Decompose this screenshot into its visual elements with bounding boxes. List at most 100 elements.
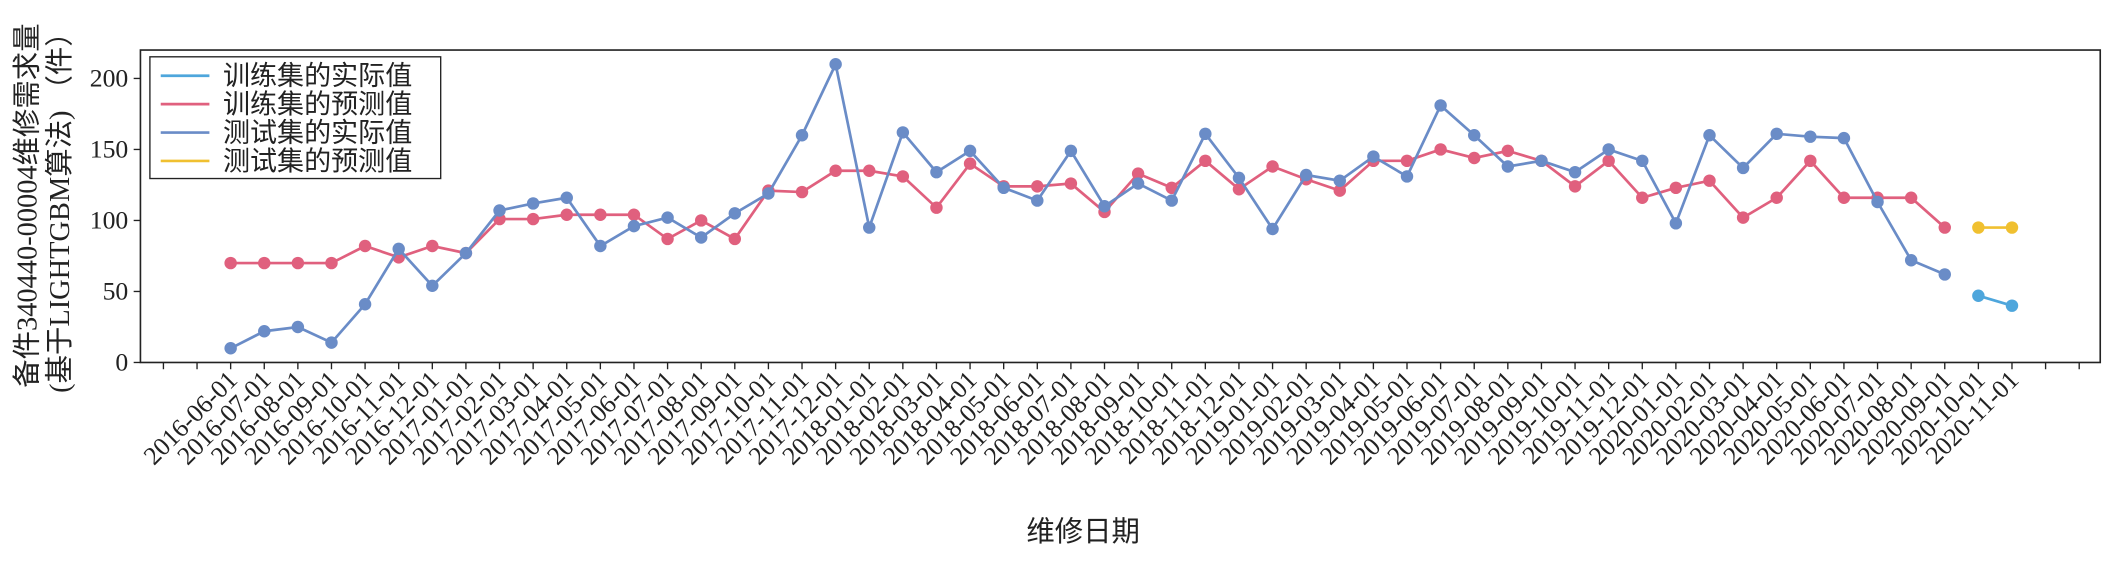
data-point xyxy=(1568,180,1582,193)
data-point xyxy=(1031,194,1044,207)
data-point xyxy=(1904,254,1918,267)
data-point xyxy=(963,157,977,170)
data-point xyxy=(1770,127,1783,141)
data-point xyxy=(2005,221,2019,234)
data-point xyxy=(1199,154,1212,168)
legend-box xyxy=(149,56,442,180)
data-point xyxy=(1333,174,1347,187)
data-point xyxy=(829,164,842,177)
data-point xyxy=(1467,151,1481,165)
data-point xyxy=(896,170,910,183)
data-point xyxy=(627,219,641,233)
data-point xyxy=(1736,161,1750,175)
data-point xyxy=(291,320,305,334)
data-point xyxy=(1871,195,1884,209)
data-point xyxy=(1770,191,1783,204)
data-point xyxy=(258,256,271,270)
data-point xyxy=(1938,268,1951,281)
data-point xyxy=(1501,160,1515,173)
data-point xyxy=(1804,130,1817,143)
data-point xyxy=(1501,144,1515,158)
data-point xyxy=(694,231,708,244)
data-point xyxy=(1703,174,1716,187)
data-point xyxy=(1703,129,1716,142)
legend-label: 测试集的实际值 xyxy=(223,118,412,148)
data-point xyxy=(2005,299,2019,312)
data-point xyxy=(728,232,742,246)
data-point xyxy=(661,232,674,246)
data-point xyxy=(1837,191,1851,204)
data-point xyxy=(1299,168,1313,182)
data-point xyxy=(1064,144,1078,158)
data-point xyxy=(1904,191,1918,204)
data-point xyxy=(1669,217,1683,230)
data-point xyxy=(930,165,943,179)
data-point xyxy=(224,342,237,355)
data-point xyxy=(493,204,506,217)
data-point xyxy=(358,298,372,311)
legend-label: 训练集的实际值 xyxy=(223,61,412,91)
data-point xyxy=(1972,221,1985,234)
y-tick-label: 200 xyxy=(90,64,129,93)
data-point xyxy=(1131,167,1145,180)
data-point xyxy=(594,239,607,253)
data-point xyxy=(426,279,439,293)
series-line xyxy=(230,60,1946,350)
data-point xyxy=(426,239,439,253)
data-point xyxy=(1131,177,1145,190)
data-point xyxy=(661,211,674,224)
data-point xyxy=(392,242,405,256)
data-point xyxy=(728,207,742,220)
plot-frame xyxy=(139,49,2102,364)
data-point xyxy=(1266,222,1279,236)
data-point xyxy=(1568,165,1582,179)
data-point xyxy=(1804,154,1817,168)
data-point xyxy=(560,208,573,222)
data-point xyxy=(1602,143,1615,156)
x-axis-label: 维修日期 xyxy=(1026,516,1140,548)
data-point xyxy=(1333,184,1347,197)
data-point xyxy=(358,239,372,253)
legend-label: 测试集的预测值 xyxy=(223,146,412,176)
data-point xyxy=(1467,129,1481,142)
data-point xyxy=(963,144,977,158)
legend-label: 训练集的预测值 xyxy=(223,90,412,120)
data-point xyxy=(1098,200,1111,213)
data-point xyxy=(459,246,473,260)
y-axis-label: 备件340440-00004维修需求量 xyxy=(11,23,43,387)
data-point xyxy=(997,181,1010,195)
data-point xyxy=(1367,150,1380,163)
data-point xyxy=(1636,191,1649,204)
data-point xyxy=(1434,99,1447,112)
data-point xyxy=(1232,182,1246,196)
y-tick-label: 50 xyxy=(103,277,129,306)
data-point xyxy=(795,185,809,199)
data-point xyxy=(325,336,338,349)
data-point xyxy=(627,208,641,222)
data-point xyxy=(1165,181,1178,195)
y-tick-label: 100 xyxy=(90,206,129,235)
data-point xyxy=(795,129,809,142)
data-point xyxy=(694,214,708,227)
data-point xyxy=(1669,181,1683,195)
y-tick-label: 150 xyxy=(90,135,129,164)
series-line xyxy=(230,148,1946,265)
data-point xyxy=(863,221,876,234)
data-point xyxy=(1837,131,1851,145)
data-point xyxy=(526,212,540,226)
data-point xyxy=(1400,154,1414,168)
data-point xyxy=(896,126,910,139)
data-point xyxy=(1199,127,1212,141)
data-point xyxy=(1535,154,1548,168)
data-point xyxy=(594,208,607,222)
data-point xyxy=(560,191,573,204)
data-point xyxy=(930,201,943,214)
y-axis-label: (基于LIGHTGBM算法) （件） xyxy=(44,18,76,393)
data-point xyxy=(526,197,540,210)
data-point xyxy=(1031,180,1044,193)
data-point xyxy=(762,187,775,200)
data-point xyxy=(1736,211,1750,224)
data-point xyxy=(258,325,271,338)
